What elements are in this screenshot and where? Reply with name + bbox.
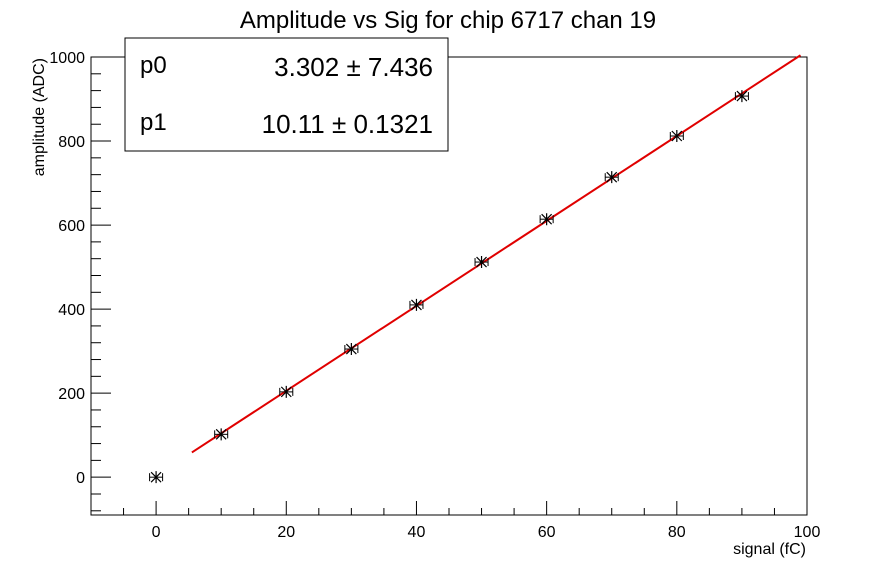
x-tick-label: 0 — [152, 524, 161, 541]
asterisk-marker — [606, 171, 618, 184]
y-tick-label: 0 — [76, 470, 85, 487]
stats-p1-name: p1 — [140, 109, 167, 136]
y-tick-label: 600 — [58, 218, 85, 235]
y-tick-label: 800 — [58, 134, 85, 151]
chart-title: Amplitude vs Sig for chip 6717 chan 19 — [240, 7, 656, 34]
y-tick-label: 400 — [58, 302, 85, 319]
data-point — [214, 428, 229, 441]
data-point — [539, 213, 554, 226]
y-tick-label: 1000 — [49, 50, 85, 67]
stats-p1-value: 10.11 ± 0.1321 — [262, 109, 433, 139]
data-points — [149, 90, 749, 484]
stats-box: p0 3.302 ± 7.436 p1 10.11 ± 0.1321 — [124, 37, 449, 152]
asterisk-marker — [345, 343, 357, 356]
asterisk-marker — [476, 256, 487, 269]
asterisk-marker — [736, 90, 748, 103]
data-point — [149, 471, 164, 484]
x-tick-label: 100 — [794, 524, 821, 541]
data-point — [604, 171, 619, 184]
data-point — [344, 343, 359, 356]
data-point — [734, 90, 749, 103]
asterisk-marker — [280, 385, 292, 398]
y-axis: 0 200 400 600 800 1000 — [49, 50, 111, 512]
asterisk-marker — [671, 129, 683, 142]
x-tick-label: 20 — [277, 524, 295, 541]
data-point — [669, 129, 684, 142]
stats-p0-name: p0 — [140, 52, 167, 79]
asterisk-marker — [150, 471, 162, 484]
data-point — [474, 256, 489, 269]
fit-group — [191, 54, 802, 454]
x-axis-label: signal (fC) — [733, 541, 806, 558]
stats-p0-value: 3.302 ± 7.436 — [274, 52, 433, 82]
x-tick-label: 60 — [538, 524, 556, 541]
asterisk-marker — [541, 213, 553, 226]
x-tick-label: 40 — [408, 524, 426, 541]
x-tick-label: 80 — [668, 524, 686, 541]
stats-box-frame — [124, 37, 449, 152]
y-tick-label: 200 — [58, 386, 85, 403]
x-axis: 0 20 40 60 80 100 — [90, 501, 821, 541]
asterisk-marker — [411, 298, 422, 311]
asterisk-marker — [215, 428, 227, 441]
data-point — [279, 385, 294, 398]
fit-line — [191, 54, 802, 454]
data-point — [409, 298, 424, 311]
y-axis-label: amplitude (ADC) — [31, 58, 48, 176]
